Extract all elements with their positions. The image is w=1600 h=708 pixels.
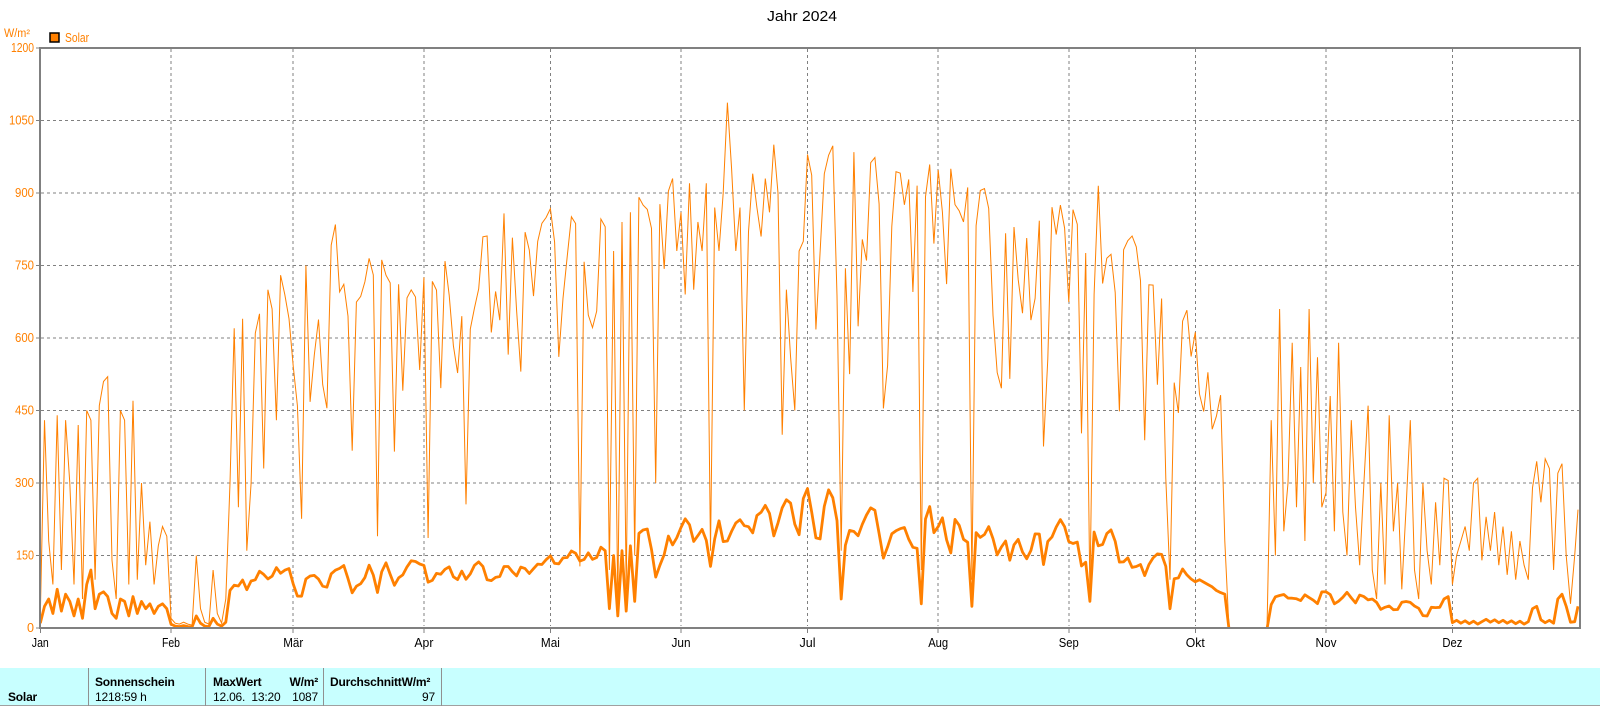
svg-text:W/m²: W/m² [4, 28, 30, 40]
svg-text:Aug: Aug [928, 636, 948, 650]
svg-text:Okt: Okt [1186, 636, 1206, 650]
svg-text:0: 0 [27, 621, 34, 635]
svg-text:Sep: Sep [1059, 636, 1079, 650]
svg-text:Jul: Jul [800, 636, 816, 650]
svg-text:150: 150 [16, 549, 34, 563]
svg-text:450: 450 [15, 404, 34, 418]
svg-text:600: 600 [15, 331, 34, 345]
svg-text:Apr: Apr [414, 636, 433, 650]
svg-text:900: 900 [15, 186, 34, 200]
svg-text:Nov: Nov [1316, 636, 1338, 650]
svg-text:Jahr 2024: Jahr 2024 [767, 8, 837, 25]
svg-text:Dez: Dez [1442, 636, 1462, 650]
svg-text:300: 300 [15, 476, 34, 490]
svg-text:750: 750 [15, 259, 34, 273]
svg-text:Jan: Jan [32, 636, 49, 650]
svg-text:Mai: Mai [541, 636, 560, 650]
svg-text:Solar: Solar [65, 31, 89, 45]
svg-text:1200: 1200 [11, 41, 34, 55]
svg-text:1050: 1050 [9, 114, 34, 128]
svg-text:Mär: Mär [283, 636, 303, 650]
svg-text:Jun: Jun [672, 636, 691, 650]
svg-text:Feb: Feb [162, 636, 180, 650]
